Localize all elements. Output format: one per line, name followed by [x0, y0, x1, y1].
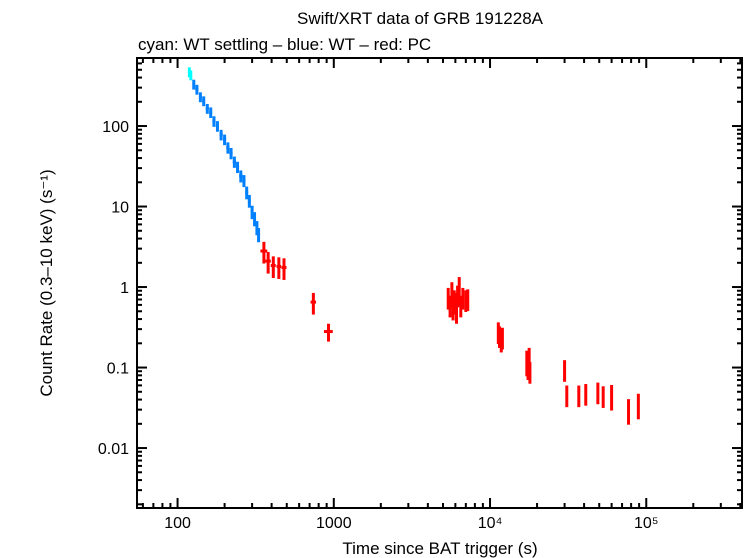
x-tick-label: 10⁴ — [478, 515, 503, 532]
data-point — [247, 194, 251, 208]
data-point — [198, 92, 202, 103]
data-point — [250, 205, 254, 220]
x-tick-label: 100 — [164, 515, 191, 532]
data-point — [215, 121, 219, 132]
data-point — [461, 287, 465, 310]
data-point — [245, 186, 249, 200]
chart-title: Swift/XRT data of GRB 191228A — [297, 9, 544, 28]
chart-subtitle: cyan: WT settling – blue: WT – red: PC — [138, 35, 431, 54]
data-point — [223, 134, 227, 146]
data-point — [601, 386, 605, 408]
series-wt — [192, 79, 261, 243]
y-tick-label: 100 — [102, 119, 129, 136]
x-tick-label: 1000 — [316, 515, 352, 532]
data-point — [205, 103, 209, 114]
data-point — [265, 251, 271, 274]
data-point — [232, 156, 236, 168]
data-point — [565, 385, 569, 408]
data-point — [260, 241, 268, 264]
data-point — [528, 362, 532, 384]
data-point — [323, 323, 333, 342]
series-wt-settling — [187, 67, 193, 81]
data-point — [276, 257, 282, 279]
data-point — [239, 170, 243, 183]
data-point — [202, 96, 206, 107]
data-point — [195, 84, 199, 95]
data-point — [466, 289, 470, 311]
data-point — [563, 360, 567, 382]
data-point — [610, 384, 614, 411]
data-point — [310, 292, 317, 315]
data-point — [584, 384, 588, 406]
plot-frame — [136, 57, 743, 509]
x-tick-label: 10⁵ — [634, 515, 658, 532]
x-axis-label: Time since BAT trigger (s) — [342, 539, 537, 558]
y-axis-label: Count Rate (0.3–10 keV) (s⁻¹) — [37, 169, 56, 396]
data-point — [219, 129, 223, 141]
y-tick-label: 1 — [120, 280, 129, 297]
data-point — [255, 221, 259, 236]
data-point — [212, 116, 216, 127]
data-point — [577, 385, 581, 408]
data-point — [636, 393, 640, 420]
data-point — [457, 277, 461, 307]
data-point — [189, 70, 193, 81]
y-tick-label: 10 — [111, 200, 129, 217]
data-point — [192, 79, 196, 90]
data-point — [257, 228, 261, 243]
data-point — [209, 107, 213, 119]
y-tick-label: 0.01 — [98, 441, 129, 458]
data-point — [500, 327, 504, 350]
data-point — [253, 212, 257, 227]
data-point — [627, 399, 631, 425]
data-point — [596, 382, 600, 405]
data-point — [281, 258, 287, 280]
data-point — [235, 161, 240, 174]
data-point — [459, 295, 463, 318]
data-point — [229, 147, 233, 160]
series-pc — [260, 241, 640, 425]
data-point — [242, 175, 246, 188]
data-point — [270, 256, 276, 279]
data-point — [226, 142, 230, 154]
y-tick-label: 0.1 — [107, 361, 129, 378]
